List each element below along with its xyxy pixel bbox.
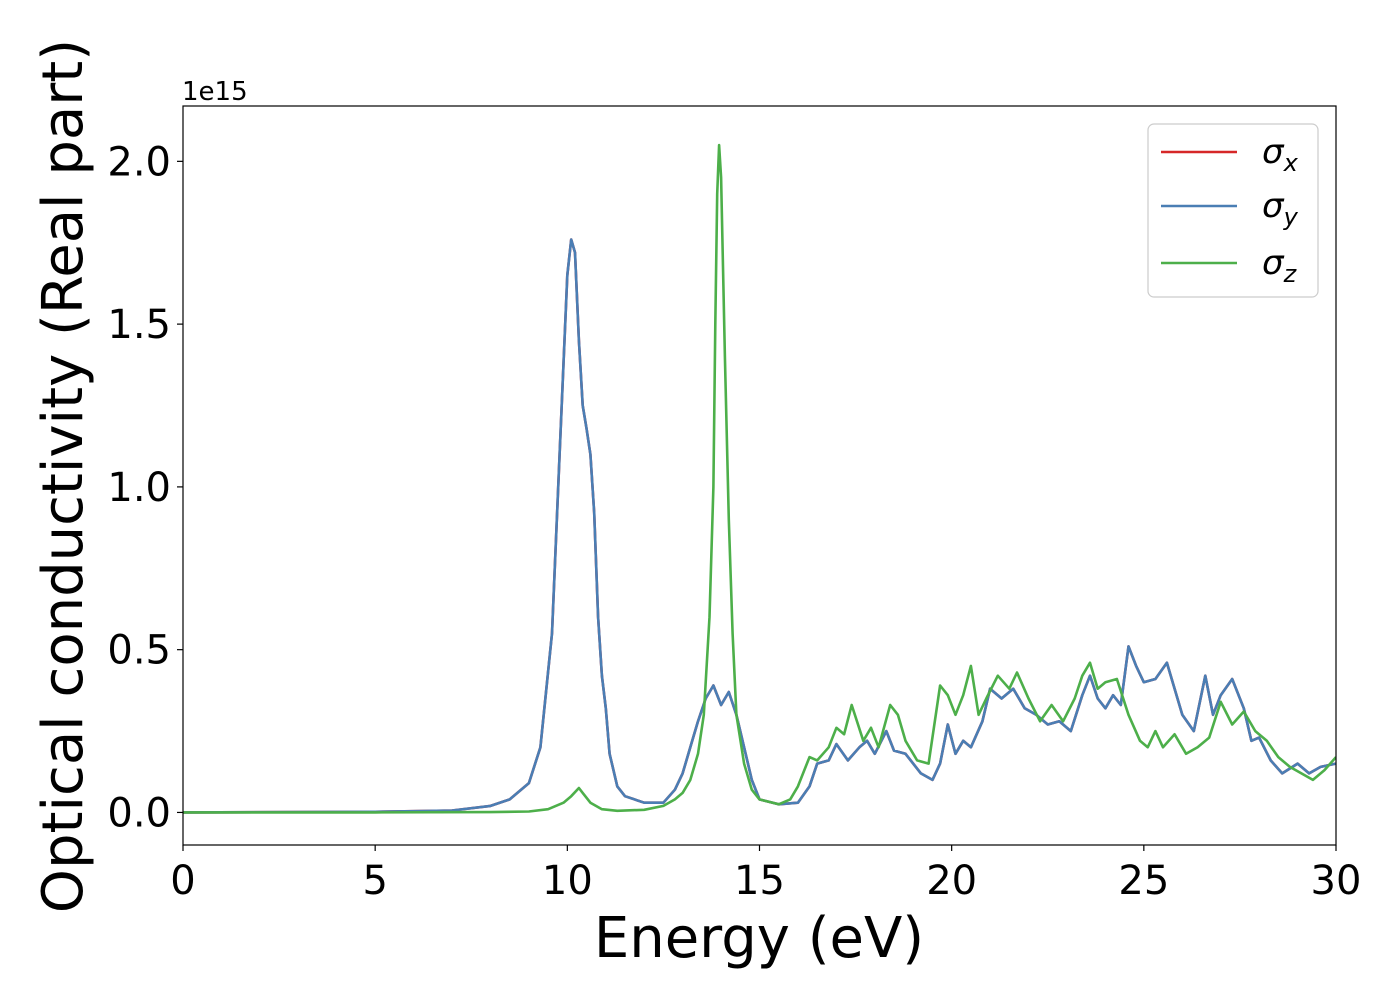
legend-label-sigma-z: σz xyxy=(1262,243,1298,288)
y-tick-label: 1.5 xyxy=(107,302,171,348)
y-tick-label: 0.0 xyxy=(107,790,171,836)
legend: σx σy σz xyxy=(1147,123,1319,298)
x-tick-label: 15 xyxy=(734,858,785,904)
y-offset-label: 1e15 xyxy=(182,77,248,107)
y-axis-ticks: 0.0 0.5 1.0 1.5 2.0 xyxy=(107,139,183,836)
x-tick-label: 10 xyxy=(542,858,593,904)
legend-label-sigma-x: σx xyxy=(1262,132,1299,177)
y-tick-label: 1.0 xyxy=(107,465,171,511)
y-axis-title: Optical conductivity (Real part) xyxy=(31,39,96,913)
y-tick-label: 0.5 xyxy=(107,628,171,674)
series-line-sigma-z xyxy=(183,143,1336,814)
series-line-sigma-y xyxy=(183,238,1336,814)
x-tick-label: 0 xyxy=(170,858,195,904)
x-tick-label: 20 xyxy=(926,858,977,904)
legend-frame xyxy=(1147,123,1319,298)
x-tick-label: 30 xyxy=(1311,858,1362,904)
plot-lines xyxy=(183,143,1336,814)
y-tick-label: 2.0 xyxy=(107,139,171,185)
x-tick-label: 25 xyxy=(1118,858,1169,904)
x-axis-ticks: 0 5 10 15 20 25 30 xyxy=(170,845,1361,904)
x-tick-label: 5 xyxy=(362,858,387,904)
legend-label-sigma-y: σy xyxy=(1262,186,1299,231)
x-axis-title: Energy (eV) xyxy=(594,906,924,971)
